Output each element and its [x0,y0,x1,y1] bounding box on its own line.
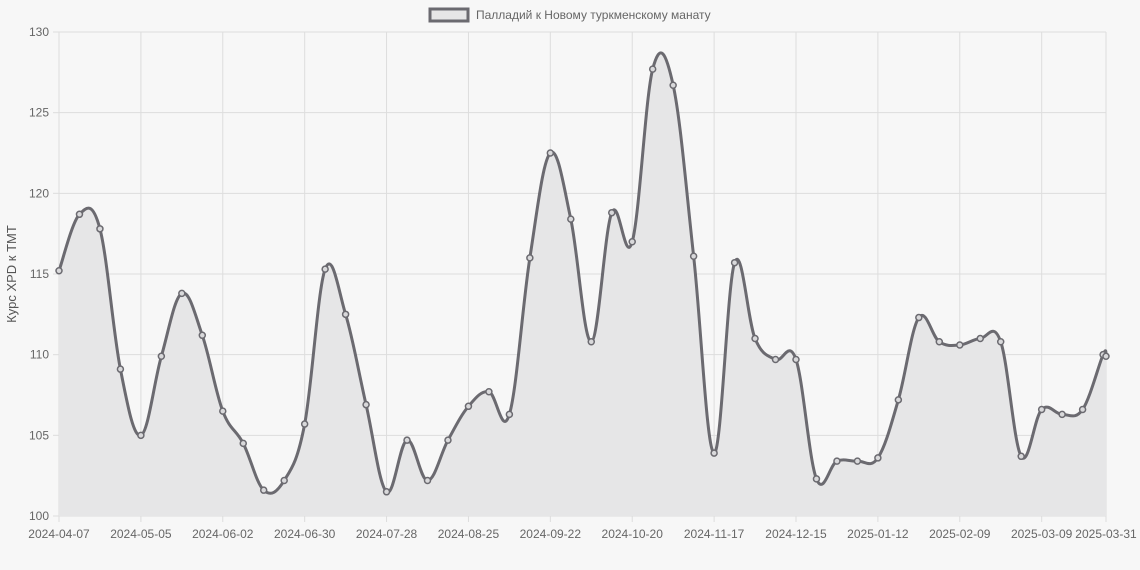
data-point[interactable] [1078,405,1087,414]
y-tick-label: 125 [29,106,49,120]
data-point[interactable] [567,215,575,223]
y-axis-title: Курс XPD к TMT [4,225,19,323]
data-point[interactable] [1037,405,1046,414]
x-tick-label: 2024-07-28 [356,527,418,541]
data-point[interactable] [976,334,984,343]
y-tick-label: 110 [30,348,49,362]
data-point[interactable] [1102,352,1110,361]
x-tick-label: 2024-06-02 [192,527,254,541]
data-point[interactable] [628,237,636,246]
data-point[interactable] [137,431,145,440]
data-point[interactable] [464,402,473,411]
data-point[interactable] [198,331,207,340]
data-point[interactable] [362,400,370,409]
data-point[interactable] [751,334,759,343]
data-point[interactable] [996,338,1005,346]
x-tick-label: 2025-02-09 [929,527,991,541]
data-point[interactable] [403,436,411,444]
data-point[interactable] [730,258,739,267]
data-point[interactable] [280,476,288,485]
data-point[interactable] [833,457,841,465]
x-tick-label: 2024-09-22 [520,527,582,541]
legend-swatch [428,7,470,23]
data-point[interactable] [157,352,166,361]
data-point[interactable] [1058,410,1066,419]
data-point[interactable] [526,254,534,262]
data-point[interactable] [259,486,268,494]
y-tick-label: 120 [29,186,49,200]
data-point[interactable] [239,439,247,448]
data-point[interactable] [321,265,329,273]
legend-label: Палладий к Новому туркменскому манату [476,8,711,22]
data-point[interactable] [792,355,800,364]
data-point[interactable] [116,365,125,373]
data-point[interactable] [874,454,882,462]
y-axis-ticks: 100 105 110 115 120 125 130 [29,25,49,523]
area-fill [59,52,1106,516]
data-point[interactable] [423,476,432,485]
data-point[interactable] [710,449,718,457]
data-point[interactable] [956,341,964,349]
x-tick-label: 2025-01-12 [847,527,909,541]
data-point[interactable] [587,338,596,346]
x-tick-label: 2024-06-30 [274,527,336,541]
data-point[interactable] [812,475,821,483]
data-point[interactable] [341,310,350,319]
data-point[interactable] [1017,452,1025,461]
x-tick-label: 2024-11-17 [684,527,745,541]
y-tick-label: 105 [29,428,49,442]
y-tick-label: 130 [29,25,49,39]
data-point[interactable] [607,208,616,217]
data-point[interactable] [915,313,923,322]
data-point[interactable] [382,488,391,496]
data-point[interactable] [669,81,677,89]
data-point[interactable] [689,252,698,261]
x-tick-label: 2024-08-25 [438,527,500,541]
data-point[interactable] [178,289,186,298]
x-tick-label: 2024-05-05 [110,527,172,541]
data-point[interactable] [75,210,84,219]
y-tick-label: 115 [30,267,49,281]
data-point[interactable] [935,338,944,346]
y-tick-label: 100 [29,509,49,523]
x-tick-label: 2025-03-31 [1075,527,1137,541]
data-point[interactable] [55,267,63,275]
area-fill-path [59,52,1106,516]
x-axis-ticks: 2024-04-07 2024-05-05 2024-06-02 2024-06-30… [28,527,1137,541]
data-points [55,65,1110,496]
x-tick-label: 2024-10-20 [602,527,664,541]
data-point[interactable] [485,388,493,396]
data-point[interactable] [648,65,657,73]
data-point[interactable] [505,410,514,419]
x-tick-label: 2024-12-15 [765,527,827,541]
x-tick-label: 2025-03-09 [1011,527,1073,541]
data-point[interactable] [219,407,227,415]
data-point[interactable] [771,355,780,364]
data-point[interactable] [853,457,862,465]
data-point[interactable] [444,436,452,444]
data-point[interactable] [96,225,104,233]
legend[interactable]: Палладий к Новому туркменскому манату [428,7,711,23]
x-tick-label: 2024-04-07 [28,527,90,541]
data-point[interactable] [300,420,309,428]
data-point[interactable] [546,149,555,157]
data-point[interactable] [894,396,903,404]
